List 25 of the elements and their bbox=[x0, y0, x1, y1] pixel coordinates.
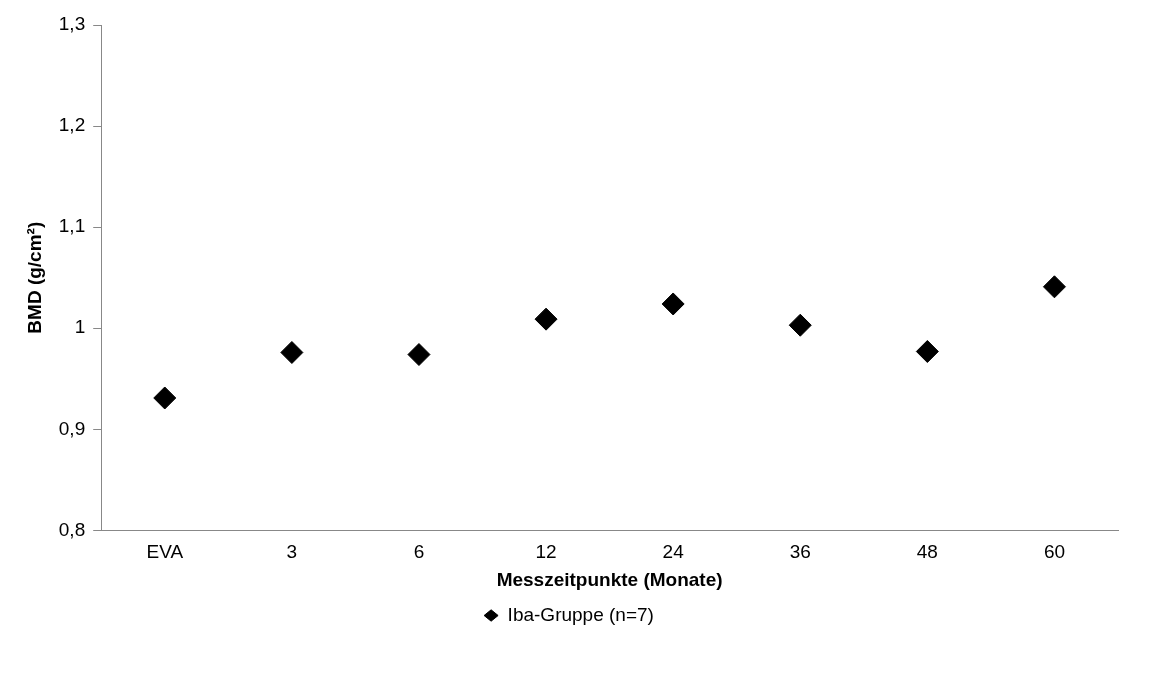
x-axis-title: Messzeitpunkte (Monate) bbox=[496, 568, 723, 590]
x-tick-label: 6 bbox=[413, 541, 425, 563]
point bbox=[534, 307, 558, 331]
y-tick-label: 1,1 bbox=[58, 215, 86, 237]
x-tick-label: 24 bbox=[662, 541, 685, 563]
y-tick-label: 0,8 bbox=[58, 518, 86, 540]
y-tick-label: 1 bbox=[74, 316, 86, 338]
legend-label: Iba-Gruppe (n=7) bbox=[507, 603, 654, 625]
point bbox=[661, 292, 685, 316]
x-tick-label: 12 bbox=[535, 541, 557, 563]
point bbox=[788, 313, 812, 337]
point bbox=[1042, 275, 1066, 299]
y-axis-title: BMD (g/cm²) bbox=[23, 221, 45, 334]
x-tick-label: 3 bbox=[286, 541, 298, 563]
point bbox=[280, 341, 304, 364]
x-tick-label: 48 bbox=[916, 541, 938, 563]
x-tick-label: 60 bbox=[1043, 541, 1066, 563]
point bbox=[153, 386, 177, 410]
y-tick-label: 1,3 bbox=[58, 13, 86, 35]
x-tick-label: EVA bbox=[146, 541, 184, 563]
y-tick-label: 1,2 bbox=[58, 114, 86, 136]
y-tick-label: 0,9 bbox=[58, 417, 86, 439]
point bbox=[915, 339, 939, 363]
x-tick-label: 36 bbox=[789, 541, 811, 563]
point bbox=[407, 343, 431, 367]
